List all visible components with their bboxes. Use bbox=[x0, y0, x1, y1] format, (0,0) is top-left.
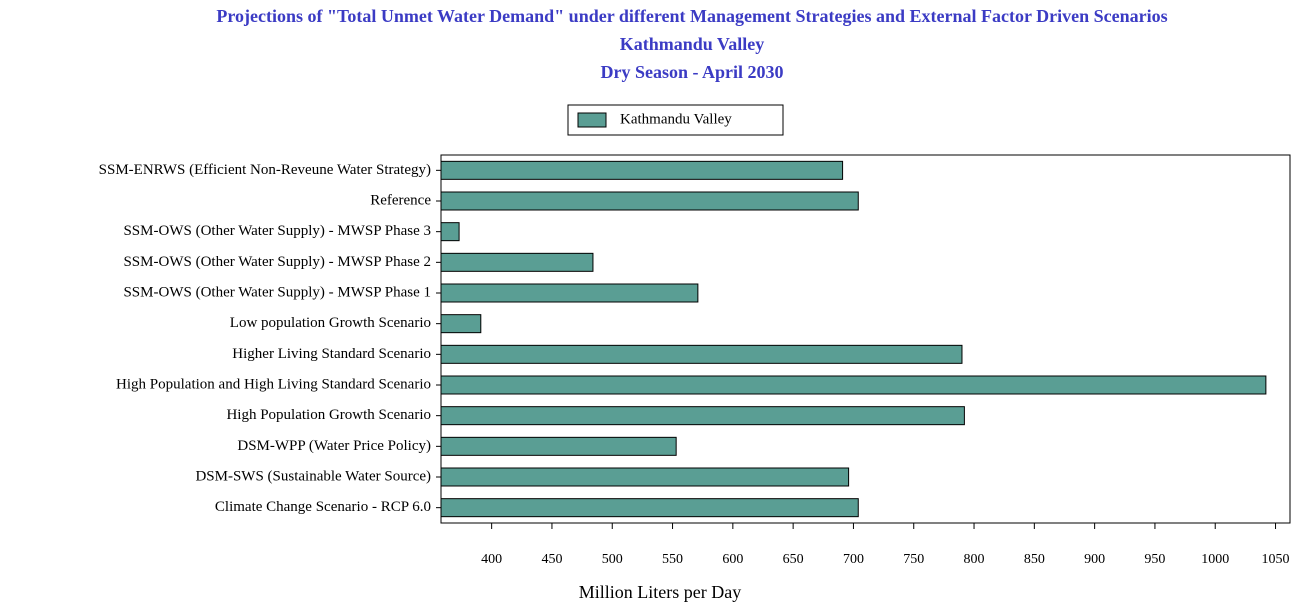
bar bbox=[440, 344, 963, 364]
y-tick-label: DSM-SWS (Sustainable Water Source) bbox=[195, 468, 431, 484]
bar bbox=[440, 436, 677, 456]
y-tick-label: Low population Growth Scenario bbox=[230, 315, 431, 331]
y-tick-label: Climate Change Scenario - RCP 6.0 bbox=[215, 499, 431, 515]
x-tick-label: 450 bbox=[541, 552, 562, 567]
x-tick-label: 850 bbox=[1024, 552, 1045, 567]
y-tick-label: High Population and High Living Standard… bbox=[116, 376, 431, 392]
bar bbox=[440, 314, 482, 334]
x-tick-label: 950 bbox=[1144, 552, 1165, 567]
bar bbox=[440, 222, 460, 242]
bar bbox=[440, 252, 594, 272]
chart-subtitle: Dry Season - April 2030 bbox=[600, 62, 783, 82]
bar bbox=[440, 375, 1267, 395]
y-tick-label: SSM-OWS (Other Water Supply) - MWSP Phas… bbox=[123, 223, 431, 239]
plot-frame bbox=[440, 154, 1291, 524]
x-tick-label: 550 bbox=[662, 552, 683, 567]
x-tick-label: 700 bbox=[843, 552, 864, 567]
y-tick-label: SSM-OWS (Other Water Supply) - MWSP Phas… bbox=[123, 284, 431, 300]
y-tick-label: SSM-ENRWS (Efficient Non-Reveune Water S… bbox=[99, 162, 431, 178]
x-tick-label: 900 bbox=[1084, 552, 1105, 567]
x-tick-label: 1050 bbox=[1262, 552, 1290, 567]
x-tick-label: 500 bbox=[602, 552, 623, 567]
y-tick-label: SSM-OWS (Other Water Supply) - MWSP Phas… bbox=[123, 254, 431, 270]
legend-label: Kathmandu Valley bbox=[620, 111, 732, 127]
y-tick-label: Higher Living Standard Scenario bbox=[232, 346, 431, 362]
y-tick-label: DSM-WPP (Water Price Policy) bbox=[237, 438, 431, 454]
y-tick-label: High Population Growth Scenario bbox=[226, 407, 431, 423]
x-tick-label: 400 bbox=[481, 552, 502, 567]
x-axis-label: Million Liters per Day bbox=[579, 582, 741, 602]
x-tick-label: 1000 bbox=[1201, 552, 1229, 567]
bar bbox=[440, 283, 699, 303]
bar bbox=[440, 498, 859, 518]
bar bbox=[440, 406, 965, 426]
x-tick-label: 600 bbox=[722, 552, 743, 567]
x-tick-label: 800 bbox=[964, 552, 985, 567]
chart-subtitle: Kathmandu Valley bbox=[620, 34, 765, 54]
legend-swatch bbox=[577, 112, 607, 128]
y-tick-label: Reference bbox=[370, 192, 431, 208]
chart-title: Projections of "Total Unmet Water Demand… bbox=[216, 6, 1167, 26]
bar bbox=[440, 160, 844, 180]
bar bbox=[440, 467, 850, 487]
bar bbox=[440, 191, 859, 211]
x-tick-label: 650 bbox=[783, 552, 804, 567]
x-tick-label: 750 bbox=[903, 552, 924, 567]
